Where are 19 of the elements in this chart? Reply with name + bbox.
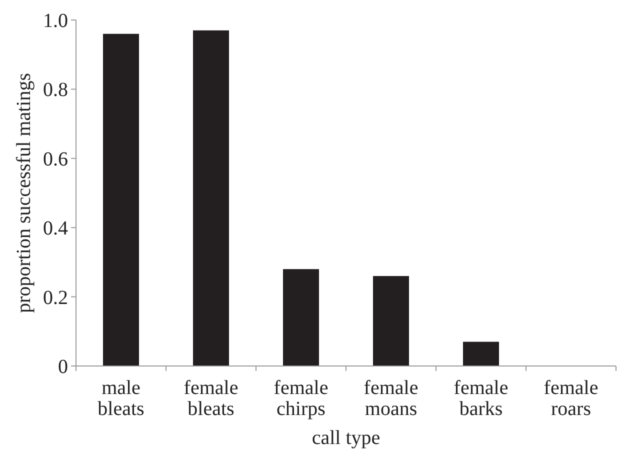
y-tick-label: 0 (58, 356, 68, 378)
x-tick-label: female moans (364, 377, 418, 420)
bar (103, 34, 139, 366)
bar (283, 269, 319, 366)
y-tick-label: 0.6 (43, 148, 68, 170)
y-tick-label: 0.8 (43, 79, 68, 102)
bar (373, 276, 409, 366)
x-tick-label: male bleats (98, 377, 145, 420)
y-tick-label: 1.0 (43, 10, 68, 32)
y-axis-title: proportion successful matings (13, 72, 35, 313)
x-tick-label: female bleats (184, 377, 238, 420)
x-tick-label: female roars (544, 377, 598, 420)
y-tick-label: 0.2 (43, 286, 68, 309)
bar (193, 30, 229, 366)
y-tick-label: 0.4 (43, 218, 68, 240)
x-tick-label: female chirps (274, 377, 328, 420)
x-axis-title: call type (312, 427, 380, 449)
bar (463, 342, 499, 366)
x-tick-label: female barks (454, 377, 508, 420)
